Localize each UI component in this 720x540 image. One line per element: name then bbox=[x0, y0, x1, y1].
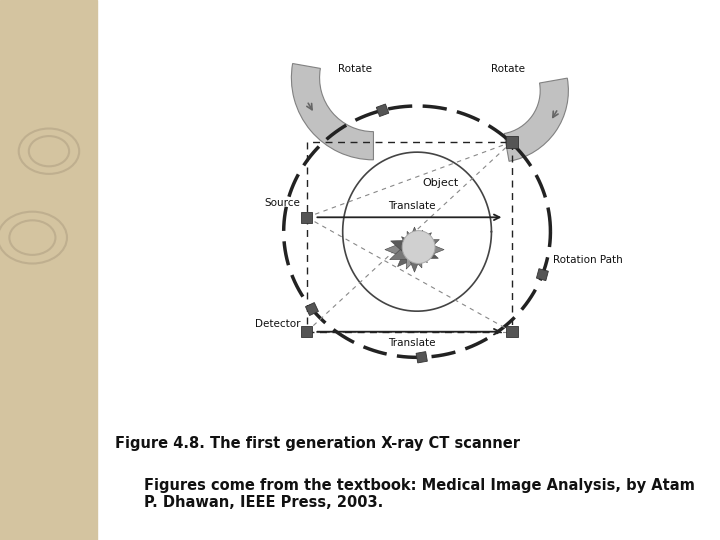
Text: Rotate: Rotate bbox=[492, 64, 526, 74]
Text: Object: Object bbox=[422, 178, 459, 188]
Polygon shape bbox=[405, 227, 423, 272]
Bar bbox=[506, 326, 518, 338]
Polygon shape bbox=[402, 237, 428, 262]
Bar bbox=[377, 104, 389, 117]
Bar bbox=[536, 269, 549, 281]
Polygon shape bbox=[390, 240, 439, 260]
Bar bbox=[506, 136, 518, 147]
Polygon shape bbox=[407, 231, 422, 268]
Text: Detector: Detector bbox=[255, 319, 301, 329]
Bar bbox=[301, 326, 312, 338]
Polygon shape bbox=[391, 240, 438, 259]
Bar bbox=[305, 302, 318, 315]
Text: Figure 4.8. The first generation X-ray CT scanner: Figure 4.8. The first generation X-ray C… bbox=[115, 436, 521, 451]
Polygon shape bbox=[406, 230, 423, 269]
Wedge shape bbox=[504, 78, 568, 161]
Bar bbox=[307, 142, 512, 332]
Text: Rotate: Rotate bbox=[338, 64, 372, 74]
Bar bbox=[416, 352, 428, 363]
Polygon shape bbox=[385, 238, 444, 261]
Bar bbox=[301, 212, 312, 223]
Text: Translate: Translate bbox=[388, 201, 436, 211]
Text: Rotation Path: Rotation Path bbox=[553, 255, 623, 265]
Polygon shape bbox=[397, 233, 431, 267]
Wedge shape bbox=[292, 64, 374, 160]
Text: Translate: Translate bbox=[388, 338, 436, 348]
Text: Figures come from the textbook: Medical Image Analysis, by Atam
P. Dhawan, IEEE : Figures come from the textbook: Medical … bbox=[144, 478, 695, 510]
Text: Source: Source bbox=[265, 198, 301, 208]
Circle shape bbox=[402, 231, 435, 264]
